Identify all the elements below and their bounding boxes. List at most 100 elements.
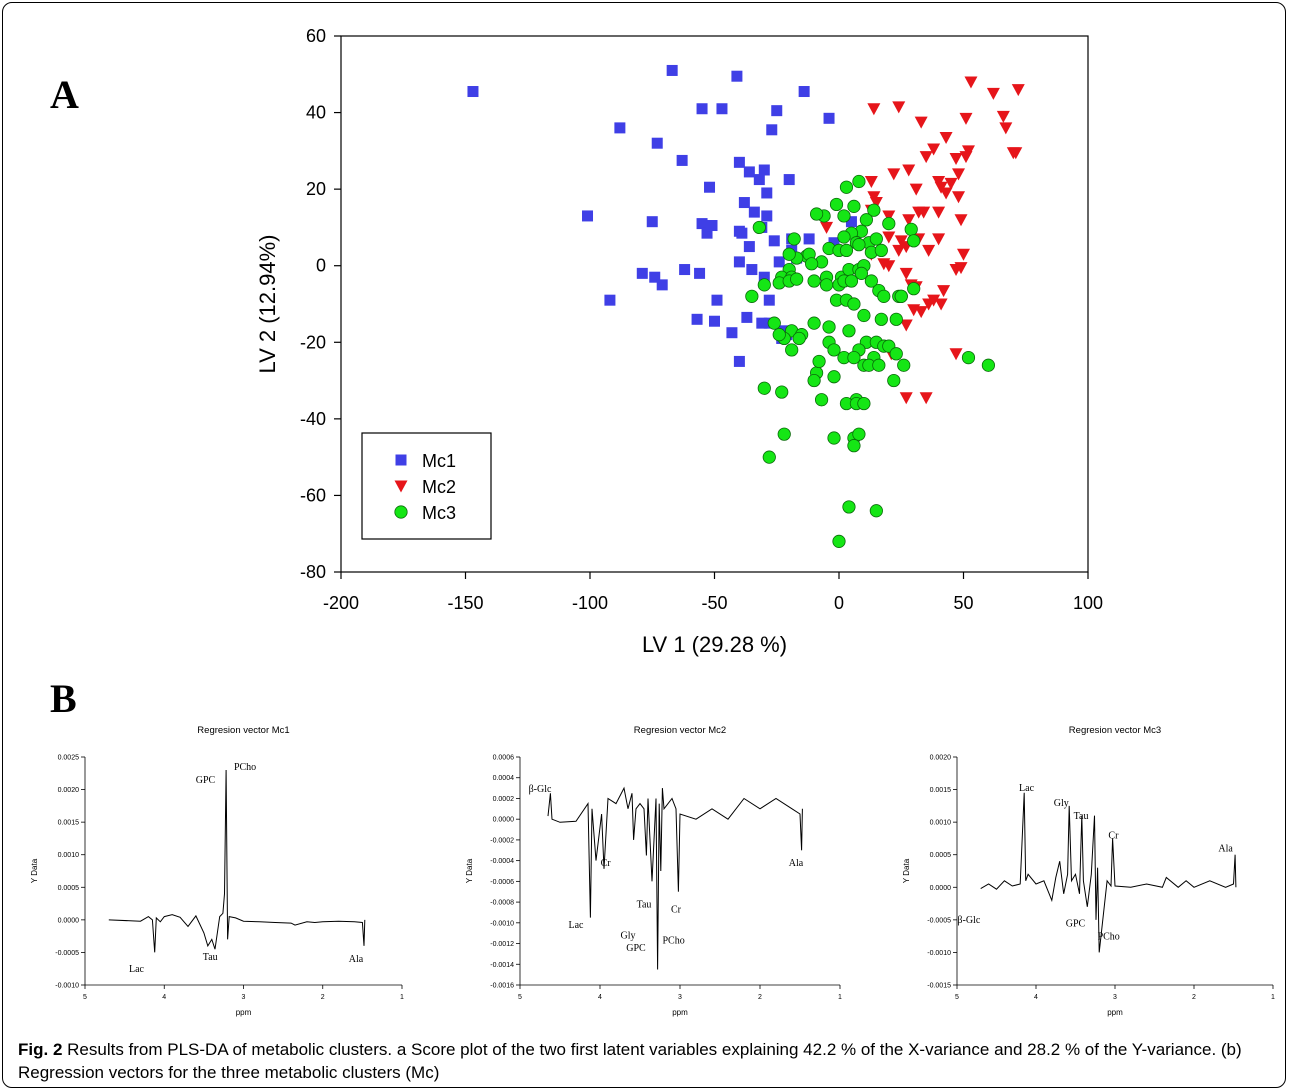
y-tick-label: -0.0016 [490,983,514,990]
figure-caption: Fig. 2 Results from PLS-DA of metabolic … [18,1038,1268,1084]
scatter-point-mc3 [961,350,976,365]
scatter-point-mc1 [763,294,775,306]
scatter-point-mc1 [582,210,594,222]
x-tick-label: 2 [1192,994,1196,1001]
scatter-point-mc2 [902,164,916,177]
scatter-point-mc2 [986,87,1000,100]
caption-label: Fig. 2 [18,1040,63,1059]
scatter-point-mc1 [798,86,810,98]
scatter-point-mc3 [864,274,878,288]
scatter-point-mc3 [842,500,856,514]
scatter-point-mc3 [807,373,821,388]
legend-label-mc1: Mc1 [422,451,456,471]
scatter-point-mc1 [704,181,716,193]
scatter-point-mc2 [939,131,953,144]
score-plot: -200 -150 -100 -50 0 50 100-80-60-40-200204060… [255,26,1103,657]
y-tick-label: -0.0010 [927,950,951,957]
scatter-point-mc3 [894,289,908,303]
scatter-point-mc3 [839,180,854,194]
scatter-point-mc3 [832,534,846,548]
scatter-point-mc1 [716,103,728,115]
peak-label: Gly [1054,798,1069,809]
chart-title: Regresion vector Mc1 [197,725,289,736]
regression-vector-mc3-chart: Regresion vector Mc3 5 4 3 2 1 -0.0015 -0.0010 -… [902,725,1275,1017]
x-tick-label: 2 [321,994,325,1001]
scatter-point-mc3 [882,217,896,231]
scatter-point-mc2 [996,110,1010,123]
y-tick-label: 0 [316,256,326,276]
scatter-point-mc2 [1011,84,1025,97]
x-axis-title: ppm [236,1008,252,1017]
scatter-point-mc2 [899,267,913,280]
peak-label: GPC [1066,918,1086,929]
scatter-point-mc3 [854,266,869,280]
x-tick-label: 3 [1113,994,1117,1001]
y-tick-label: -60 [300,485,326,505]
scatter-point-mc2 [887,168,901,181]
peak-label: Cr [671,904,682,915]
scatter-point-mc3 [867,203,881,217]
y-axis-title: Y Data [465,858,474,883]
y-tick-label: 60 [306,26,326,46]
scatter-point-mc2 [892,244,906,257]
y-tick-label: -0.0006 [490,879,514,886]
x-tick-label: 2 [758,994,762,1001]
scatter-point-mc3 [787,232,801,246]
scatter-point-mc2 [944,177,958,190]
scatter-point-mc3 [907,282,921,296]
scatter-point-mc2 [914,116,928,129]
scatter-point-mc3 [852,427,866,441]
scatter-point-mc2 [952,191,966,204]
scatter-point-mc3 [889,312,903,326]
scatter-point-mc1 [604,294,616,306]
scatter-point-mc3 [844,274,859,288]
scatter-point-mc3 [874,243,888,257]
scatter-point-mc1 [696,218,708,230]
scatter-point-mc1 [656,279,668,291]
scatter-point-mc3 [852,238,866,252]
scatter-point-mc1 [758,271,770,283]
legend-marker-mc1 [395,454,407,466]
regression-line [547,786,803,970]
scatter-point-mc3 [757,278,771,292]
x-axis-title: ppm [672,1008,688,1017]
legend-label-mc3: Mc3 [422,503,456,523]
x-tick-label: 5 [518,994,522,1001]
scatter-point-mc1 [709,315,720,327]
series-mc3 [745,174,996,548]
y-tick-label: -0.0008 [490,900,514,907]
regression-line [980,792,1237,953]
scatter-point-mc3 [807,316,821,330]
y-tick-label: 0.0006 [493,755,515,762]
scatter-point-mc3 [847,297,861,311]
scatter-point-mc1 [711,294,723,306]
legend: Mc1 Mc2 Mc3 [361,432,492,540]
y-tick-label: 0.0010 [58,852,80,859]
scatter-point-mc1 [783,174,795,186]
y-tick-label: 0.0000 [930,885,952,892]
y-tick-label: -80 [300,562,326,582]
peak-label: PCho [662,936,684,947]
scatter-point-mc2 [1009,147,1023,160]
scatter-point-mc2 [820,221,834,234]
scatter-point-mc2 [934,181,948,194]
regression-line [108,769,366,953]
scatter-point-mc2 [949,153,963,166]
y-tick-label: -20 [300,332,326,352]
y-tick-label: 0.0000 [493,817,515,824]
scatter-point-mc3 [745,289,759,303]
scatter-point-mc3 [847,350,861,365]
scatter-point-mc3 [762,450,776,464]
scatter-point-mc2 [909,183,923,196]
scatter-point-mc1 [676,154,688,166]
scatter-point-mc1 [758,164,770,176]
scatter-point-mc1 [761,210,773,222]
x-tick-label: -150 [447,593,483,613]
scatter-point-mc3 [772,328,786,342]
scatter-point-mc2 [959,112,973,125]
scatter-point-mc1 [691,313,703,325]
y-tick-label: -0.0002 [490,837,514,844]
scatter-point-mc3 [857,396,871,411]
peak-label: Lac [129,964,145,975]
scatter-point-mc3 [809,207,824,221]
